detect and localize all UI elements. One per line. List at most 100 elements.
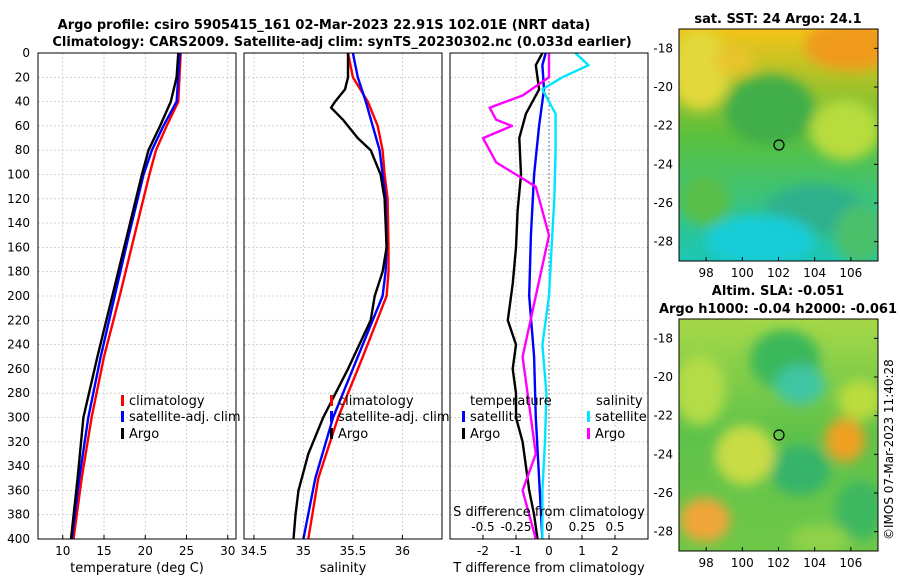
y-tick-label: 0 xyxy=(22,46,30,60)
timestamp: ©IMOS 07-Mar-2023 11:40:28 xyxy=(882,359,896,540)
map-y-tick-label: -28 xyxy=(653,235,673,249)
axes-frame xyxy=(243,52,443,540)
y-tick-label: 360 xyxy=(7,483,30,497)
y-tick-label: 300 xyxy=(7,411,30,425)
y-tick-label: 320 xyxy=(7,435,30,449)
sla-map-title-1: Altim. SLA: -0.051 xyxy=(712,284,844,299)
y-tick-label: 340 xyxy=(7,459,30,473)
series-line-climatology xyxy=(72,52,182,540)
map-y-tick-label: -18 xyxy=(653,41,673,55)
s-diff-tick-label: 0 xyxy=(545,520,553,534)
x-tick-label: 30 xyxy=(220,544,235,558)
map-x-tick-label: 98 xyxy=(698,556,713,570)
sla-map-title-2: Argo h1000: -0.04 h2000: -0.061 xyxy=(659,302,897,317)
y-tick-label: 140 xyxy=(7,216,30,230)
x-axis-label: temperature (deg C) xyxy=(70,561,204,576)
legend-swatch-argo xyxy=(121,428,124,439)
map-x-tick-label: 100 xyxy=(731,556,754,570)
series-line-argo xyxy=(292,53,388,540)
x-tick-label: -2 xyxy=(477,544,489,558)
legend-label-climatology: climatology xyxy=(129,394,205,409)
legend-swatch-climatology xyxy=(121,395,124,406)
salinity-panel: 34.5 35 35.5 36 salinity xyxy=(241,52,443,576)
x-tick-label: 25 xyxy=(179,544,194,558)
series-line-s-argo xyxy=(481,53,551,540)
legend-swatch-s-argo xyxy=(587,428,590,439)
y-tick-label: 260 xyxy=(7,362,30,376)
s-diff-tick-label: -0.5 xyxy=(471,520,494,534)
temperature-legend: climatology satellite-adj. clim Argo xyxy=(121,394,241,442)
y-tick-label: 20 xyxy=(15,70,30,84)
map-x-tick-label: 98 xyxy=(698,266,713,280)
s-diff-tick-label: -0.25 xyxy=(500,520,531,534)
sla-map: Altim. SLA: -0.051 Argo h1000: -0.04 h20… xyxy=(653,284,897,570)
x-tick-label: 1 xyxy=(578,544,586,558)
x-tick-label: 2 xyxy=(611,544,619,558)
sst-argo-marker xyxy=(773,139,785,151)
map-y-tick-label: -22 xyxy=(653,409,673,423)
map-y-tick-label: -20 xyxy=(653,80,673,94)
sst-field xyxy=(679,29,878,261)
legend-label-satellite: satellite-adj. clim xyxy=(129,410,241,425)
series-line-argo xyxy=(69,52,180,540)
axes-frame xyxy=(37,52,237,540)
legend-swatch-satellite xyxy=(330,411,333,422)
x-tick-label: 20 xyxy=(138,544,153,558)
y-tick-label: 60 xyxy=(15,119,30,133)
y-tick-label: 220 xyxy=(7,313,30,327)
y-tick-label: 200 xyxy=(7,289,30,303)
map-x-tick-label: 102 xyxy=(767,556,790,570)
legend-label-satellite: satellite-adj. clim xyxy=(338,410,450,425)
legend-label-climatology: climatology xyxy=(338,394,414,409)
legend-header-temperature: temperature xyxy=(470,394,552,409)
y-tick-label: 40 xyxy=(15,95,30,109)
map-x-tick-label: 104 xyxy=(803,556,826,570)
y-tick-label: 240 xyxy=(7,338,30,352)
map-y-tick-label: -22 xyxy=(653,119,673,133)
y-tick-label: 80 xyxy=(15,143,30,157)
s-diff-tick-label: 0.25 xyxy=(569,520,596,534)
legend-label-argo: Argo xyxy=(338,427,368,442)
map-x-tick-label: 106 xyxy=(839,556,862,570)
series-line-t-argo xyxy=(506,52,544,540)
map-x-tick-label: 100 xyxy=(731,266,754,280)
legend-label-t-argo: Argo xyxy=(470,427,500,442)
legend-header-salinity: salinity xyxy=(596,394,643,409)
legend-swatch-t-argo xyxy=(462,428,465,439)
legend-label-s-argo: Argo xyxy=(595,427,625,442)
map-y-tick-label: -28 xyxy=(653,525,673,539)
map-y-tick-label: -24 xyxy=(653,157,673,171)
legend-label-s-satellite: satellite xyxy=(595,410,647,425)
s-diff-axis-label: S difference from climatology xyxy=(453,505,645,520)
sst-map-title: sat. SST: 24 Argo: 24.1 xyxy=(694,12,861,27)
x-axis-label: salinity xyxy=(320,561,367,576)
x-tick-label: -1 xyxy=(510,544,522,558)
x-axis-label: T difference from climatology xyxy=(452,561,645,576)
x-tick-label: 10 xyxy=(55,544,70,558)
y-tick-label: 160 xyxy=(7,240,30,254)
legend-label-t-satellite: satellite xyxy=(470,410,522,425)
salinity-legend: climatology satellite-adj. clim Argo xyxy=(330,394,450,442)
temperature-panel: 10 15 20 25 30 temperature (deg C) 0 20 40 60 80 10… xyxy=(7,46,237,576)
title-line-1: Argo profile: csiro 5905415_161 02-Mar-2… xyxy=(58,18,591,33)
legend-swatch-s-satellite xyxy=(587,411,590,422)
series-line-climatology xyxy=(307,52,390,540)
series-line-satellite-adj-clim xyxy=(70,52,182,540)
series-line-s-satellite xyxy=(541,52,590,539)
x-tick-label: 0 xyxy=(545,544,553,558)
map-y-tick-label: -26 xyxy=(653,196,673,210)
legend-label-argo: Argo xyxy=(129,427,159,442)
map-y-tick-label: -24 xyxy=(653,447,673,461)
x-tick-label: 15 xyxy=(96,544,111,558)
x-tick-label: 35 xyxy=(296,544,311,558)
difference-legend: temperature salinity satellite Argo sate… xyxy=(462,394,647,442)
x-tick-label: 35.5 xyxy=(340,544,367,558)
y-tick-label: 180 xyxy=(7,265,30,279)
title-line-2: Climatology: CARS2009. Satellite-adj cli… xyxy=(52,35,631,50)
legend-swatch-climatology xyxy=(330,395,333,406)
s-diff-tick-label: 0.5 xyxy=(605,520,624,534)
map-x-tick-label: 106 xyxy=(839,266,862,280)
x-tick-label: 34.5 xyxy=(241,544,268,558)
difference-panel: -2 -1 0 1 2 T difference from climatology S di… xyxy=(449,52,649,576)
